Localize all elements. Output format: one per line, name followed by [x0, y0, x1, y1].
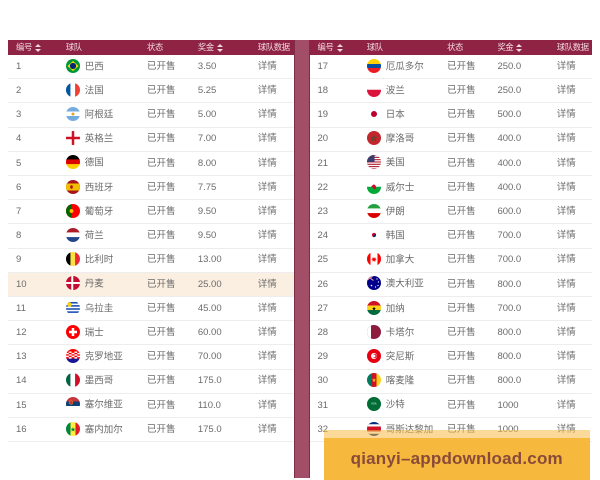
svg-text:KSA: KSA [371, 403, 376, 406]
